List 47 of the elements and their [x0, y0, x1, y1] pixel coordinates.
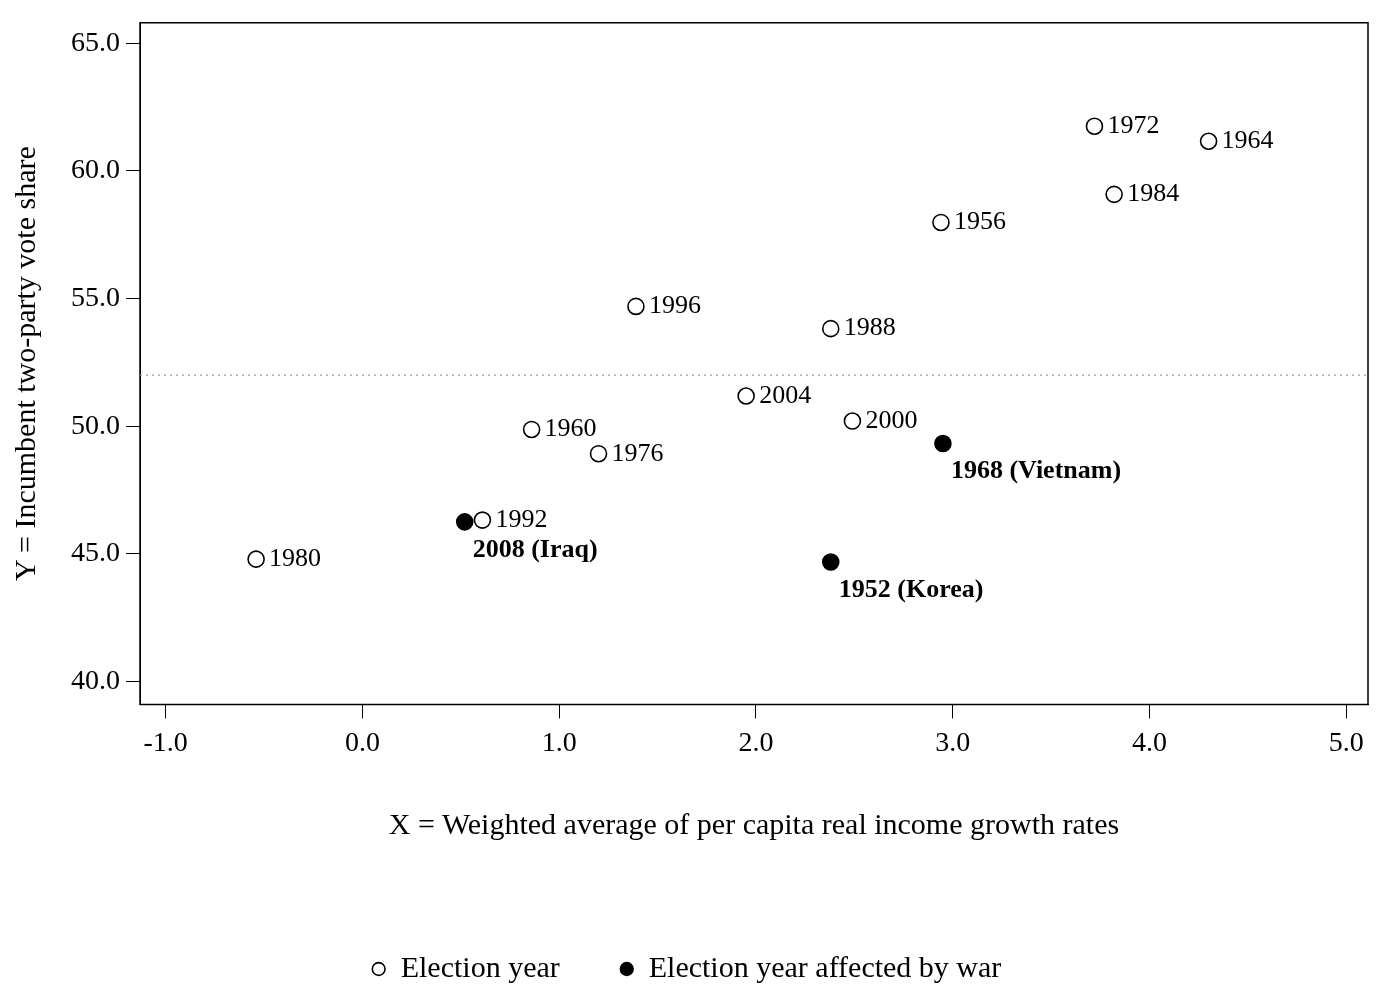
point — [247, 550, 265, 568]
x-tick-label: 2.0 — [738, 725, 774, 757]
annotation: 1992 — [495, 503, 548, 533]
annotation: 1952 (Korea) — [838, 573, 984, 603]
annotation: 1996 — [648, 290, 701, 320]
x-tick-label: 4.0 — [1132, 725, 1168, 757]
annotation: 2000 — [865, 404, 918, 434]
point — [1105, 185, 1123, 204]
y-axis-title: Y = Incumbent two-party vote share — [7, 146, 41, 582]
point — [473, 511, 492, 529]
x-tick-label: 0.0 — [344, 725, 380, 757]
y-tick-label: 45.0 — [71, 536, 120, 568]
x-tick-label: -1.0 — [143, 725, 188, 757]
annotation: 1964 — [1221, 125, 1274, 155]
point — [737, 387, 755, 405]
x-tick-label: 5.0 — [1328, 725, 1364, 757]
y-tick-label: 55.0 — [71, 280, 120, 312]
y-tick-label: 65.0 — [71, 25, 120, 57]
annotation: 1968 (Vietnam) — [950, 455, 1122, 485]
point — [932, 213, 950, 232]
annotation: 1976 — [611, 437, 664, 467]
point — [522, 420, 541, 439]
point — [589, 444, 608, 463]
y-tick-label: 60.0 — [71, 153, 120, 185]
annotation: 1956 — [953, 206, 1006, 236]
legend-label: Election year — [400, 949, 560, 983]
annotation: 2008 (Iraq) — [472, 533, 598, 563]
x-tick-label: 1.0 — [541, 725, 577, 757]
annotation: 1988 — [843, 312, 896, 342]
point — [843, 412, 862, 430]
point — [1199, 132, 1218, 151]
legend-label: Election year affected by war — [648, 949, 1002, 983]
annotation: 2004 — [759, 379, 812, 409]
x-axis-title: X = Weighted average of per capita real income growth rates — [388, 806, 1120, 840]
annotation: 1984 — [1127, 178, 1180, 208]
annotation: 1960 — [544, 413, 597, 443]
x-tick-label: 3.0 — [935, 725, 971, 757]
y-tick-label: 50.0 — [71, 408, 120, 440]
y-tick-label: 40.0 — [71, 663, 120, 695]
annotation: 1980 — [269, 542, 322, 572]
point — [821, 553, 840, 571]
point — [1085, 117, 1104, 135]
point — [627, 297, 645, 316]
point — [455, 513, 474, 531]
point — [821, 319, 840, 338]
point — [934, 434, 952, 453]
annotation: 1972 — [1107, 110, 1160, 140]
